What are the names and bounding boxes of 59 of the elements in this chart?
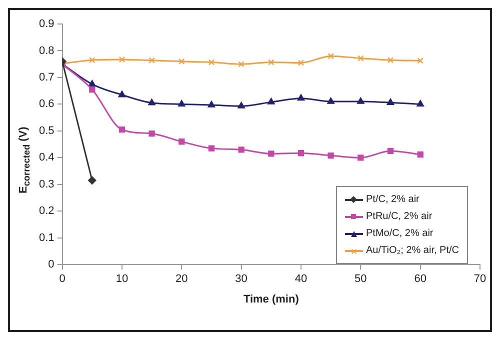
x-tick-label: 10: [116, 273, 128, 286]
y-tick-label: 0: [48, 258, 54, 271]
y-tick-label: 0.8: [38, 44, 54, 57]
x-tick-label: 70: [474, 273, 486, 286]
y-tick-label: 0.1: [38, 232, 54, 244]
point: [148, 57, 155, 64]
point: [178, 138, 185, 145]
point: [208, 100, 216, 108]
x-axis-title: Time (min): [243, 293, 300, 306]
x-tick-label: 30: [235, 273, 248, 286]
point: [148, 98, 156, 106]
point: [416, 100, 424, 107]
point: [327, 97, 334, 104]
point: [178, 100, 186, 107]
y-tick-label: 0.7: [38, 72, 54, 84]
point: [358, 154, 364, 161]
point: [88, 80, 96, 86]
point: [208, 59, 215, 66]
y-tick-label: 0.2: [38, 205, 54, 218]
point: [298, 150, 304, 156]
x-tick-label: 40: [294, 273, 308, 286]
point: [268, 150, 274, 157]
point: [387, 57, 394, 64]
point: [417, 151, 424, 158]
x-tick-label: 60: [414, 273, 426, 286]
y-tick-label: 0.5: [38, 124, 54, 137]
legend-label: PtRu/C, 2% air: [366, 210, 432, 224]
point: [118, 90, 126, 98]
point: [386, 98, 394, 105]
point: [89, 86, 96, 93]
point: [268, 59, 274, 66]
point: [297, 94, 305, 101]
point: [148, 130, 155, 137]
legend-label: Au/TiO₂; 2% air, Pt/C: [366, 244, 459, 258]
point: [89, 57, 96, 64]
x-tick-label: 50: [354, 273, 367, 286]
point: [238, 61, 244, 68]
point: [417, 58, 424, 64]
point: [328, 53, 334, 60]
point: [358, 55, 364, 62]
y-tick-label: 0.3: [38, 178, 54, 190]
x-tick-label: 0: [59, 273, 66, 286]
point: [268, 98, 275, 104]
y-tick-label: 0.4: [38, 152, 54, 164]
point: [328, 152, 334, 159]
point: [118, 56, 126, 63]
point: [387, 148, 394, 154]
point: [357, 97, 364, 104]
point: [118, 126, 126, 133]
x-tick-label: 20: [176, 273, 188, 286]
y-tick-label: 0.6: [38, 98, 54, 110]
point: [298, 60, 304, 66]
legend-label: PtMo/C, 2% air: [366, 227, 434, 241]
y-tick-label: 0.9: [38, 18, 54, 30]
point: [238, 102, 245, 108]
point: [238, 146, 244, 153]
point: [208, 145, 215, 152]
legend-label: Pt/C, 2% air: [366, 193, 420, 207]
point: [178, 58, 185, 64]
